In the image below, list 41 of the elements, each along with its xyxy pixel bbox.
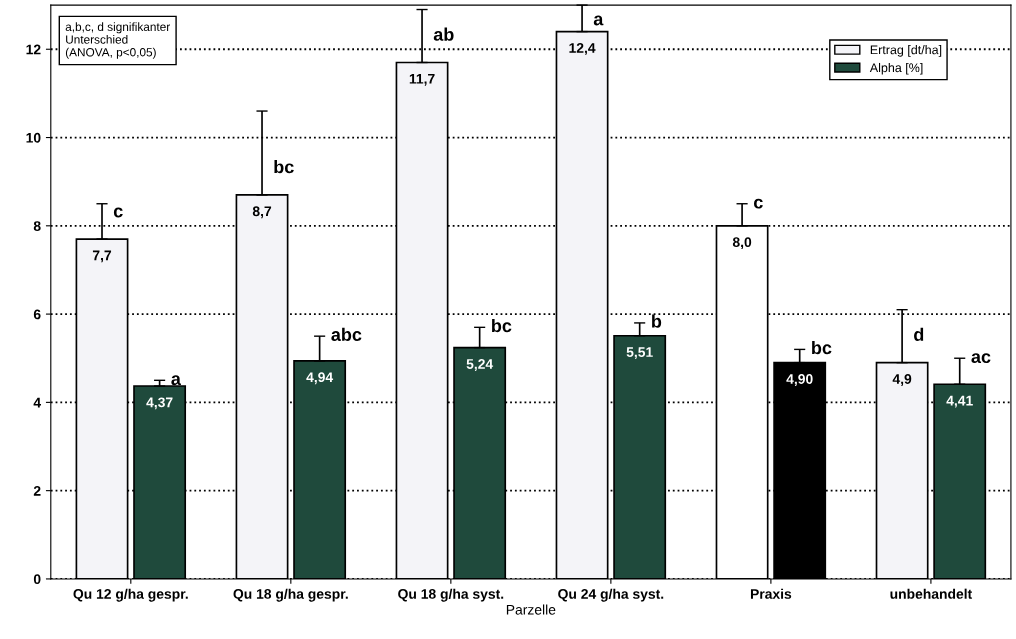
data-label: 4,94 [306,372,334,385]
data-label: 7,7 [92,250,112,263]
y-tick-label: 2 [33,485,41,496]
x-tick-label: Qu 12 g/ha gespr. [73,588,188,602]
y-tick-label: 10 [26,132,41,143]
legend-label: Alpha [%] [869,62,923,75]
x-tick-label: Qu 18 g/ha syst. [398,588,504,602]
data-label: 4,9 [892,374,912,386]
data-label: 4,90 [786,374,813,386]
data-label: 8,7 [252,206,272,219]
legend-label: Ertrag [dt/ha] [870,45,942,57]
y-tick-label: 12 [26,44,41,55]
data-label: 12,4 [569,43,596,55]
y-tick-label: 8 [33,221,41,231]
y-tick-label: 4 [33,397,41,408]
x-axis-title: Parzelle [506,604,556,615]
data-label: 4,37 [146,397,173,410]
annotation: b [652,314,662,328]
annotation: bc [812,340,832,355]
data-label: 8,0 [732,237,752,250]
annotation: ab [433,27,454,41]
x-tick-label: Qu 24 g/ha syst. [558,588,664,602]
data-label: 11,7 [409,74,435,86]
annotation: d [914,327,924,342]
x-tick-label: Qu 18 g/ha gespr. [233,588,348,602]
annotation: a,b,c, d signifikanter Unterschied (ANOVA, p<0,05) [65,22,170,59]
annotation: ac [971,353,991,364]
annotation: a [593,15,604,26]
x-tick-label: unbehandelt [890,588,973,599]
annotation: c [113,207,123,218]
annotation: bc [492,318,512,333]
x-tick-label: Praxis [750,588,792,599]
y-tick-label: 6 [33,309,41,320]
annotation: bc [274,160,294,174]
y-tick-label: 0 [33,574,41,585]
annotation: c [753,198,763,209]
annotation: a [171,375,181,386]
annotation: abc [331,327,362,342]
data-label: 4,41 [946,395,973,408]
data-label: 5,51 [626,347,653,359]
data-label: 5,24 [466,359,494,371]
